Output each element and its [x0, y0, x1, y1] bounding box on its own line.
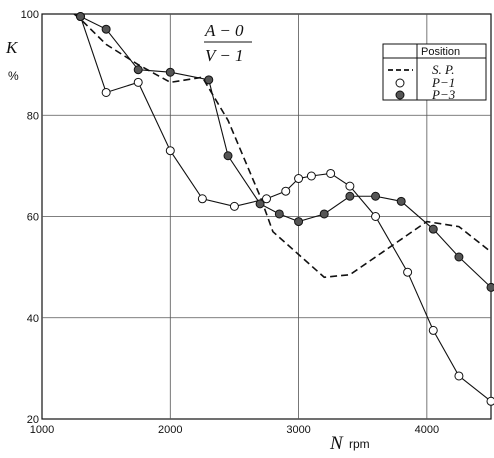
- data-point-filled: [133, 65, 143, 75]
- legend-label-sp: S. P.: [432, 62, 455, 77]
- annotation-line-2: V − 1: [205, 46, 244, 65]
- x-axis-label: N: [329, 433, 344, 454]
- data-point-open: [403, 267, 413, 277]
- data-point-filled: [454, 252, 464, 262]
- x-tick-label: 4000: [415, 424, 439, 436]
- data-point-filled: [75, 12, 85, 22]
- data-point-open: [454, 371, 464, 381]
- y-axis-unit: %: [8, 69, 19, 83]
- data-point-filled: [428, 224, 438, 234]
- annotation-box: A − 0 V − 1: [204, 21, 252, 65]
- x-axis-unit: rpm: [349, 437, 370, 451]
- data-point-filled: [294, 217, 304, 227]
- data-point-open: [197, 194, 207, 204]
- data-point-filled: [204, 75, 214, 85]
- data-point-filled: [274, 209, 284, 219]
- data-point-filled: [255, 199, 265, 209]
- series-line-2: [73, 13, 492, 402]
- data-point-open: [345, 181, 355, 191]
- series-line-1: [73, 13, 492, 279]
- data-point-open: [306, 171, 316, 181]
- data-point-filled: [101, 24, 111, 34]
- y-tick-label: 40: [27, 313, 39, 325]
- tick-layer: 1000 2000 3000 4000 20 40 60 80 100: [21, 9, 439, 436]
- y-tick-label: 20: [27, 414, 39, 426]
- data-point-filled: [371, 191, 381, 201]
- y-tick-label: 60: [27, 212, 39, 224]
- data-point-filled: [165, 67, 175, 77]
- data-point-open: [486, 396, 494, 406]
- legend-label-p1: P−1: [431, 75, 455, 90]
- y-tick-label: 80: [27, 110, 39, 122]
- data-point-open: [281, 186, 291, 196]
- grid-layer: [42, 14, 491, 419]
- legend-header: Position: [421, 46, 460, 58]
- legend-label-p3: P−3: [431, 87, 456, 102]
- legend-swatch-p3: [395, 90, 405, 100]
- data-point-filled: [396, 196, 406, 206]
- data-point-open: [262, 194, 271, 204]
- data-point-open: [133, 77, 143, 87]
- data-point-open: [371, 212, 381, 221]
- data-point-open: [101, 87, 111, 97]
- y-axis-label: K: [5, 38, 19, 57]
- legend: Position S. P. P−1 P−3: [382, 43, 487, 102]
- legend-swatch-p1: [395, 78, 405, 88]
- data-point-filled: [345, 191, 355, 201]
- x-tick-label: 3000: [286, 424, 310, 436]
- data-point-filled: [486, 282, 494, 292]
- data-point-filled: [319, 209, 329, 219]
- data-point-open: [428, 325, 438, 335]
- data-point-open: [165, 146, 175, 156]
- data-point-filled: [223, 151, 233, 161]
- data-point-open: [326, 168, 336, 178]
- series-layer: [73, 12, 494, 406]
- data-point-open: [294, 174, 304, 184]
- y-tick-label: 100: [21, 9, 39, 21]
- data-point-open: [229, 201, 239, 211]
- annotation-line-1: A − 0: [204, 21, 244, 40]
- x-tick-label: 2000: [158, 424, 182, 436]
- x-tick-label: 1000: [30, 424, 54, 436]
